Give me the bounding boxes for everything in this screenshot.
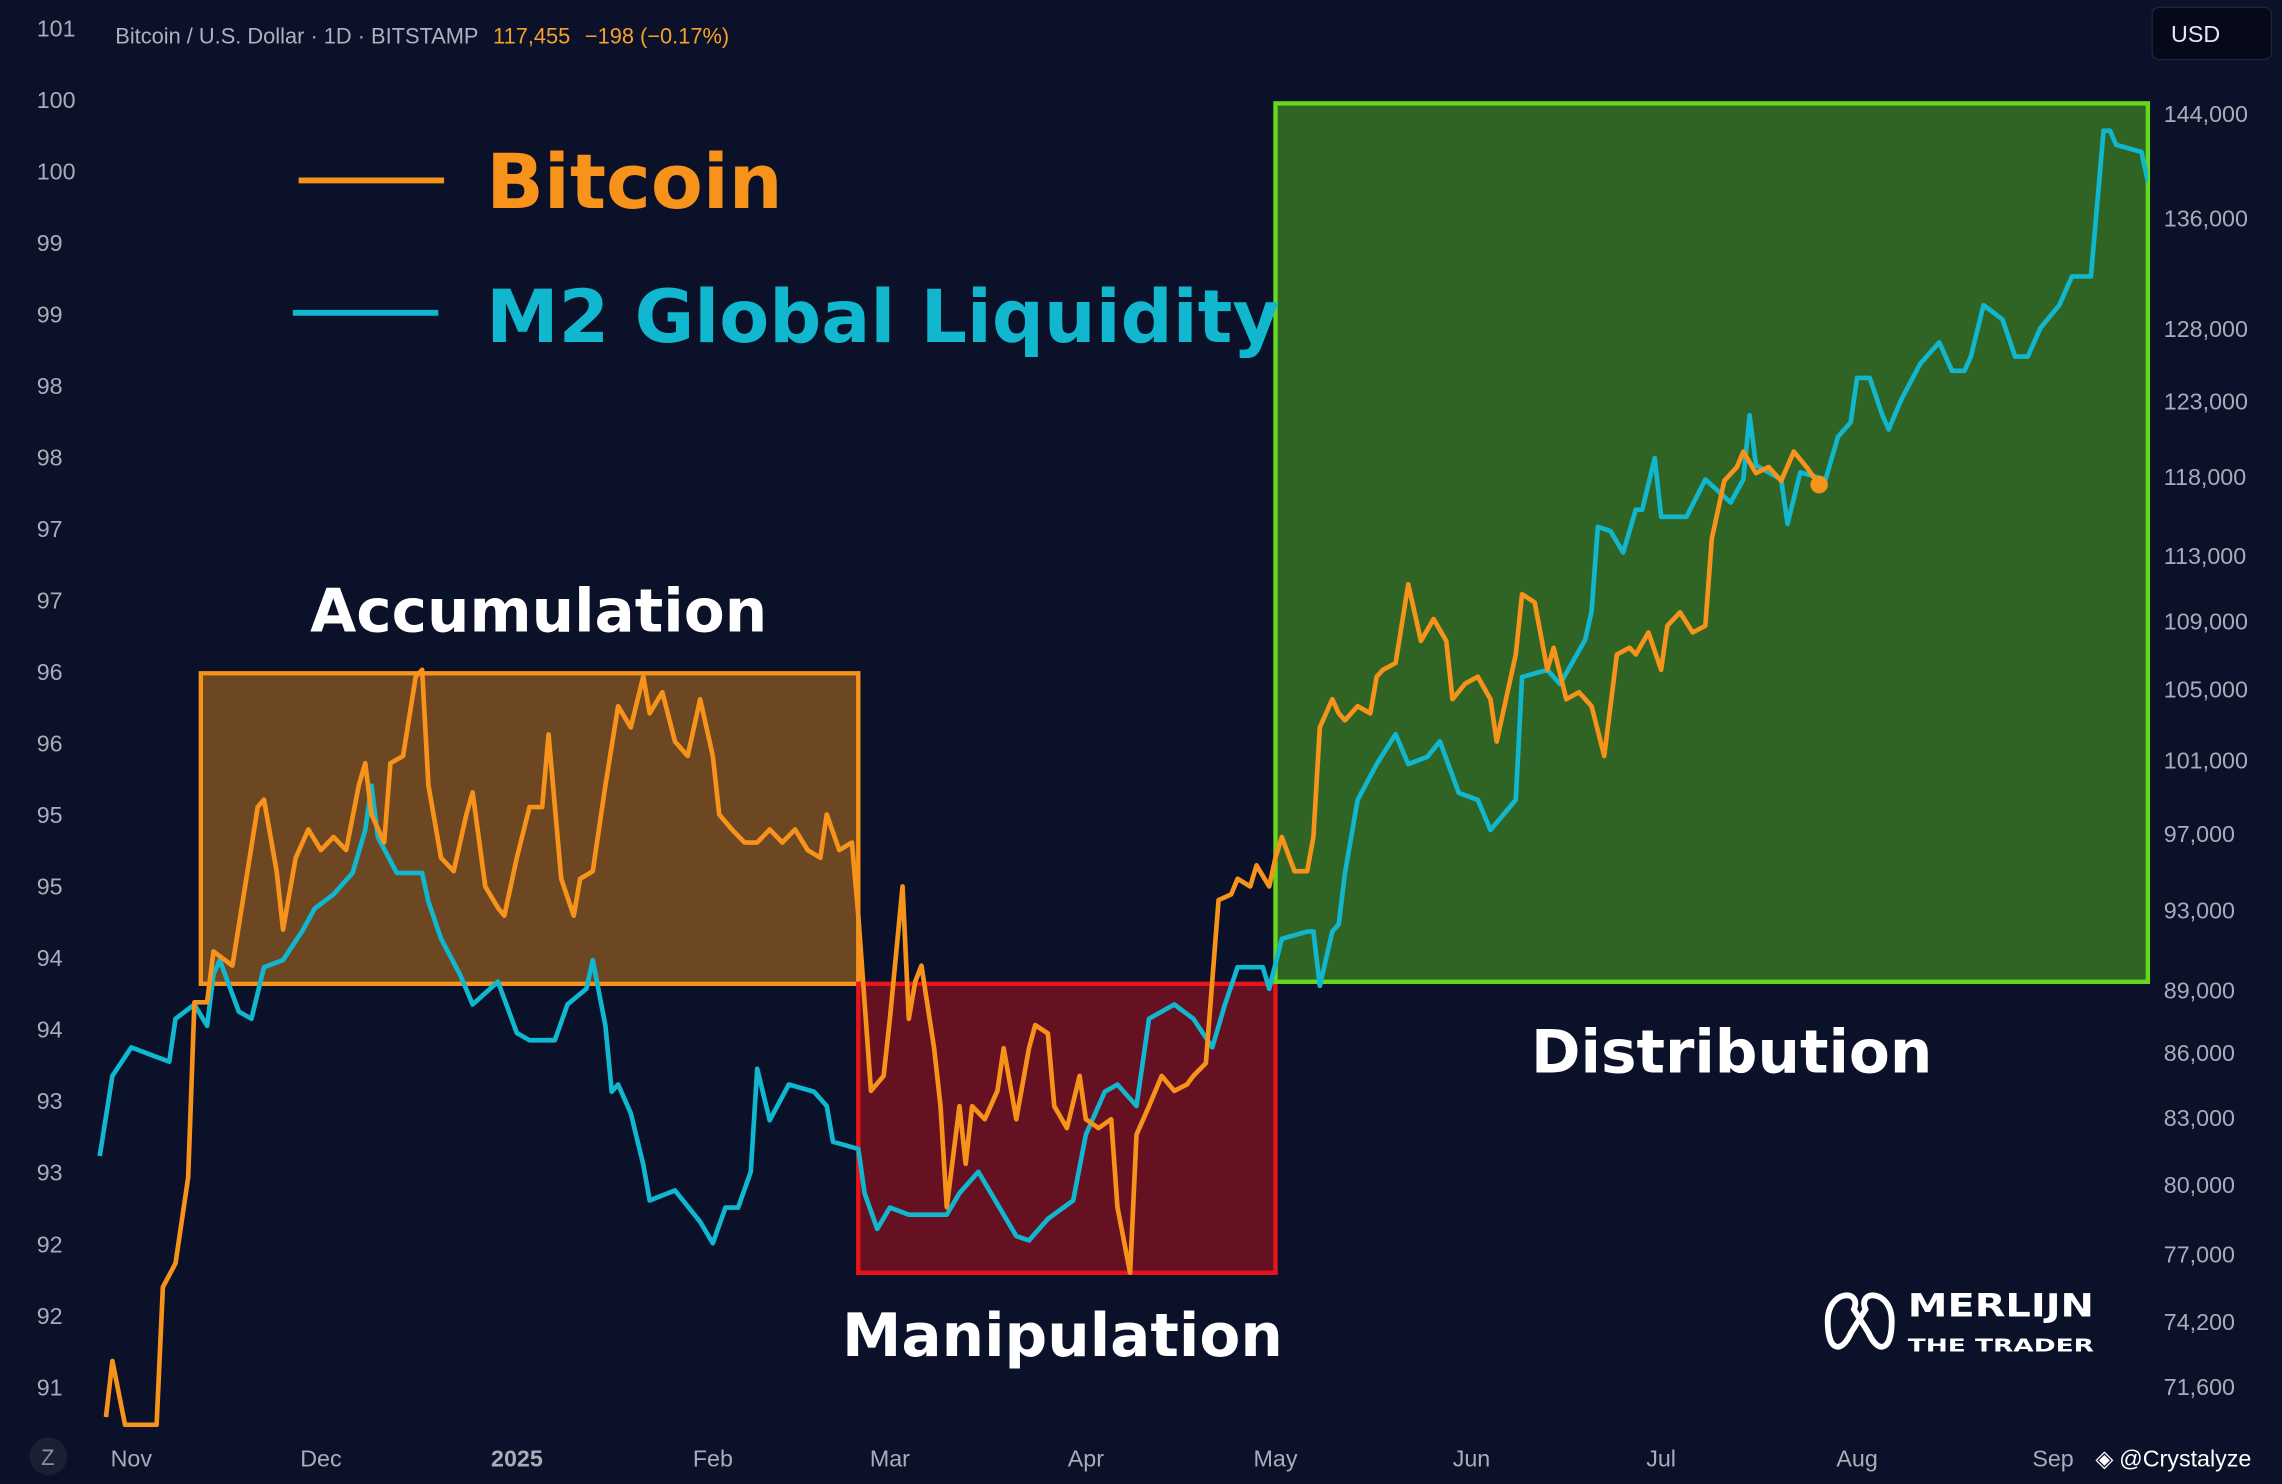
right-axis-tick: 83,000 (2164, 1105, 2235, 1131)
left-axis-tick: 96 (37, 659, 63, 685)
left-axis-tick: 91 (37, 1374, 63, 1400)
left-axis-tick: 92 (37, 1303, 63, 1329)
currency-button[interactable]: USD (2151, 6, 2273, 61)
left-axis-tick: 95 (37, 874, 63, 900)
x-axis-tick: Sep (2032, 1446, 2073, 1472)
x-axis-tick: Jun (1453, 1446, 1491, 1472)
left-axis-tick: 99 (37, 230, 63, 256)
left-axis-tick: 94 (37, 945, 63, 971)
right-axis-tick: 128,000 (2164, 316, 2248, 342)
left-axis: 101 100 100 99 99 98 98 97 97 96 96 95 95 94 94 93 93 92 9… (37, 15, 76, 1400)
corner-button[interactable]: Z (29, 1437, 68, 1476)
credit-line: ◈ @Crystalyze (2095, 1446, 2251, 1472)
right-axis-tick: 118,000 (2164, 464, 2246, 490)
credit-text: @Crystalyze (2119, 1446, 2251, 1472)
zone-label-manipulation: Manipulation (842, 1302, 1283, 1371)
right-axis-tick: 109,000 (2164, 608, 2248, 634)
logo-brand: MERLIJN (1908, 1287, 2094, 1325)
binance-icon: ◈ (2095, 1446, 2113, 1472)
right-axis-tick: 144,000 (2164, 101, 2248, 127)
legend: Bitcoin M2 Global Liquidity (292, 138, 1280, 360)
left-axis-tick: 98 (37, 373, 63, 399)
right-axis-tick: 86,000 (2164, 1040, 2235, 1066)
left-axis-tick: 92 (37, 1231, 63, 1257)
left-axis-tick: 97 (37, 516, 63, 542)
corner-button-label: Z (41, 1445, 54, 1470)
zone-label-distribution: Distribution (1531, 1018, 1932, 1087)
left-axis-tick: 94 (37, 1017, 63, 1043)
right-axis-tick: 89,000 (2164, 978, 2235, 1004)
left-axis-tick: 99 (37, 301, 63, 327)
x-axis-tick: Feb (693, 1446, 733, 1472)
legend-label-m2: M2 Global Liquidity (486, 275, 1280, 360)
right-axis-tick: 113,000 (2164, 543, 2246, 569)
x-axis-tick: Nov (111, 1446, 153, 1472)
x-axis-tick: Mar (870, 1446, 910, 1472)
left-axis-tick: 93 (37, 1088, 63, 1114)
header-symbol: Bitcoin / U.S. Dollar · 1D · BITSTAMP (115, 24, 478, 49)
series-lines (97, 128, 2148, 1428)
x-axis-tick: May (1254, 1446, 1298, 1472)
left-axis-tick: 96 (37, 731, 63, 757)
left-axis-tick: 97 (37, 588, 63, 614)
x-axis-tick: Apr (1068, 1446, 1104, 1472)
right-axis-tick: 80,000 (2164, 1172, 2235, 1198)
x-axis-tick: Aug (1836, 1446, 1877, 1472)
header-price: 117,455 (493, 24, 570, 49)
line-bitcoin (103, 449, 1822, 1428)
right-axis-tick: 136,000 (2164, 205, 2248, 231)
x-axis-tick: Jul (1646, 1446, 1676, 1472)
right-axis-tick: 105,000 (2164, 677, 2248, 703)
header-line: Bitcoin / U.S. Dollar · 1D · BITSTAMP 117… (115, 24, 729, 49)
bitcoin-last-price-marker (1810, 475, 1828, 494)
legend-label-bitcoin: Bitcoin (486, 138, 782, 226)
currency-label: USD (2171, 21, 2220, 47)
x-axis: Nov Dec 2025 Feb Mar Apr May Jun Jul Aug Sep (111, 1446, 2074, 1472)
right-axis-tick: 77,000 (2164, 1242, 2235, 1268)
x-axis-tick: Dec (300, 1446, 342, 1472)
left-axis-tick: 93 (37, 1160, 63, 1186)
right-axis-tick: 101,000 (2164, 747, 2248, 773)
left-axis-tick: 95 (37, 802, 63, 828)
right-axis-tick: 93,000 (2164, 898, 2235, 924)
right-axis-tick: 71,600 (2164, 1374, 2235, 1400)
logo-sub: THE TRADER (1908, 1337, 2095, 1357)
right-axis-tick: 74,200 (2164, 1309, 2235, 1335)
merlijn-logo: MERLIJN THE TRADER (1824, 1287, 2095, 1357)
header-change: −198 (−0.17%) (585, 24, 729, 49)
infinity-icon (1824, 1292, 1895, 1350)
line-m2-global-liquidity (97, 128, 2148, 1246)
left-axis-tick: 98 (37, 445, 63, 471)
right-axis-tick: 123,000 (2164, 388, 2248, 414)
left-axis-tick: 100 (37, 158, 76, 184)
zone-label-accumulation: Accumulation (310, 577, 767, 646)
x-axis-tick: 2025 (491, 1446, 543, 1472)
zone-labels: Accumulation Manipulation Distribution (310, 577, 1932, 1371)
right-axis: 144,000 136,000 128,000 123,000 118,000 113,0… (2164, 101, 2248, 1400)
left-axis-tick: 101 (37, 15, 76, 41)
left-axis-tick: 100 (37, 87, 76, 113)
right-axis-tick: 97,000 (2164, 821, 2235, 847)
